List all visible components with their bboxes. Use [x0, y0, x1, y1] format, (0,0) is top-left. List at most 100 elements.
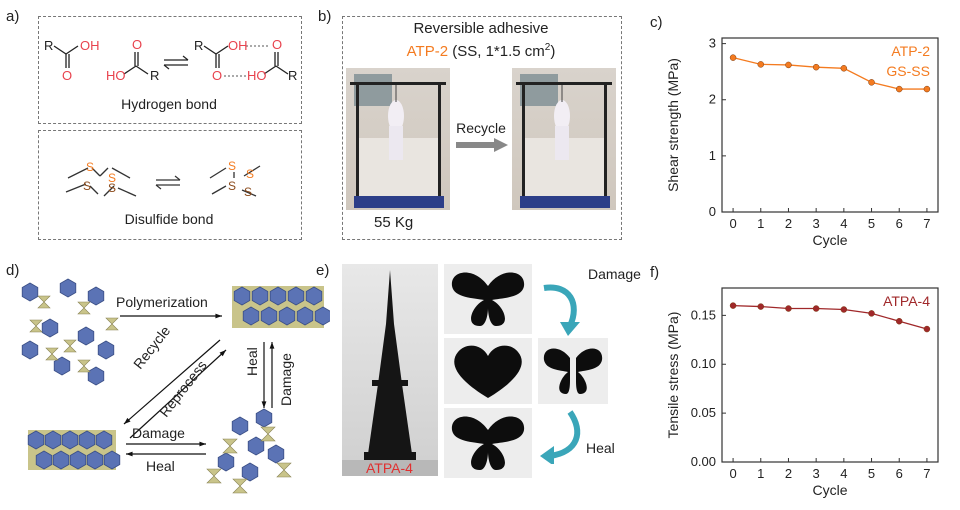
- monomer-hexagon: [52, 450, 70, 470]
- x-tick-label: 7: [923, 216, 930, 231]
- s-5: S: [228, 159, 236, 173]
- x-tick-label: 2: [785, 216, 792, 231]
- h-ho-4: HO: [247, 68, 267, 83]
- monomer-hexagon: [69, 450, 87, 470]
- monomer-hexagon: [97, 340, 115, 360]
- crosslinker: [232, 478, 248, 494]
- y-tick-label: 3: [709, 36, 716, 51]
- monomer-hexagon: [59, 278, 77, 298]
- monomer-hexagon: [269, 286, 287, 306]
- disulfide-bond-scheme: S S S S S S S S Disulfide bond: [65, 159, 261, 227]
- heal-label-e: Heal: [586, 440, 615, 456]
- monomer-hexagon: [255, 408, 273, 428]
- s-3: S: [83, 179, 91, 193]
- y-axis-label: Shear strength (MPa): [665, 58, 681, 192]
- legend-entry: ATPA-4: [883, 293, 930, 309]
- tensile-stress-chart: 0 1 2 3 4 5 6 7 0.00 0.05 0.10 0.15 Cycle Tensile str…: [665, 287, 939, 498]
- crosslinker: [260, 426, 276, 442]
- monomer-hexagon: [21, 340, 39, 360]
- butterfly-photo-2: [444, 408, 532, 478]
- polymerization-label: Polymerization: [116, 294, 208, 310]
- monomer-hexagon: [278, 306, 296, 326]
- reprocess-scheme: [21, 278, 330, 494]
- damage-arrow-icon: [543, 284, 580, 336]
- reprocess-arrow-head: [219, 350, 226, 357]
- recycle-arrow-head: [124, 417, 131, 424]
- monomer-hexagon: [251, 286, 269, 306]
- crosslinker: [29, 319, 43, 333]
- data-point: [840, 306, 848, 313]
- s-8: S: [244, 185, 252, 199]
- data-point: [812, 305, 820, 312]
- monomer-hexagon: [21, 282, 39, 302]
- adhesive-box: [342, 16, 622, 240]
- disulfide-bond-caption: Disulfide bond: [125, 211, 214, 227]
- disulfide-bond-box: [38, 130, 302, 240]
- x-tick-label: 0: [729, 216, 736, 231]
- monomer-hexagon: [242, 306, 260, 326]
- y-tick-label: 1: [709, 148, 716, 163]
- data-point: [895, 85, 903, 93]
- crosslinker: [77, 359, 91, 373]
- series-line: [733, 304, 928, 330]
- adhesive-photo-after: [512, 68, 616, 210]
- panel-b-label: b): [318, 8, 332, 25]
- y-tick-label: 0: [709, 204, 716, 219]
- data-point: [729, 54, 737, 61]
- monomer-hexagon: [78, 430, 96, 450]
- data-point: [757, 303, 765, 310]
- h-o-4: O: [272, 37, 282, 52]
- heal-bottom-arrow-head: [126, 451, 133, 457]
- recycle-label: Recycle: [456, 120, 506, 136]
- x-tick-label: 6: [896, 466, 903, 481]
- x-tick-label: 1: [757, 216, 764, 231]
- heal-label-bottom: Heal: [146, 458, 175, 474]
- h-o-2: O: [132, 37, 142, 52]
- monomer-hexagon: [53, 356, 71, 376]
- hydrogen-bond-scheme: R OH O O HO R R OH O O HO R Hydrogen bon…: [44, 37, 297, 112]
- material-detail-sup: 2: [544, 42, 551, 53]
- x-axis-label: Cycle: [812, 482, 847, 498]
- legend-entry: GS-SS: [886, 63, 930, 79]
- x-tick-label: 3: [813, 466, 820, 481]
- panel-f-label: f): [650, 264, 660, 281]
- crosslinker: [206, 468, 222, 484]
- monomer-hexagon: [241, 462, 259, 482]
- data-point: [923, 325, 931, 333]
- series-line: [732, 57, 927, 90]
- heart-photo: [444, 338, 532, 404]
- h-r-1: R: [44, 38, 53, 53]
- panel-c-label: c): [650, 14, 663, 31]
- s-4: S: [108, 181, 116, 195]
- data-point: [895, 317, 903, 325]
- data-point: [840, 65, 848, 72]
- monomer-hexagon: [95, 430, 113, 450]
- monomer-hexagon: [27, 430, 45, 450]
- recycle-arrow: [123, 339, 221, 425]
- crosslinker: [105, 317, 119, 331]
- heal-label-right: Heal: [244, 347, 260, 376]
- x-tick-label: 4: [840, 466, 847, 481]
- plot-frame: [721, 287, 939, 463]
- tower-label: ATPA-4: [366, 460, 413, 476]
- s-1: S: [86, 160, 94, 174]
- x-tick-label: 3: [813, 216, 820, 231]
- reprocess-arrow: [129, 349, 227, 439]
- crosslinker: [222, 438, 238, 454]
- adhesive-subtitle: ATP-2 (SS, 1*1.5 cm2): [342, 42, 620, 60]
- broken-butterfly-photo: [538, 338, 608, 404]
- x-tick-label: 2: [785, 466, 792, 481]
- crosslinker: [276, 462, 292, 478]
- crosslinker: [77, 301, 91, 315]
- x-axis-label: Cycle: [812, 232, 847, 248]
- y-tick-label: 0.05: [691, 405, 716, 420]
- plot-frame: [721, 37, 939, 213]
- monomer-hexagon: [231, 416, 249, 436]
- damage-arrow-head: [261, 401, 267, 408]
- x-tick-label: 1: [757, 466, 764, 481]
- monomer-hexagon: [314, 306, 330, 326]
- h-r-2: R: [150, 68, 159, 83]
- monomer-hexagon: [41, 318, 59, 338]
- monomer-hexagon: [87, 286, 105, 306]
